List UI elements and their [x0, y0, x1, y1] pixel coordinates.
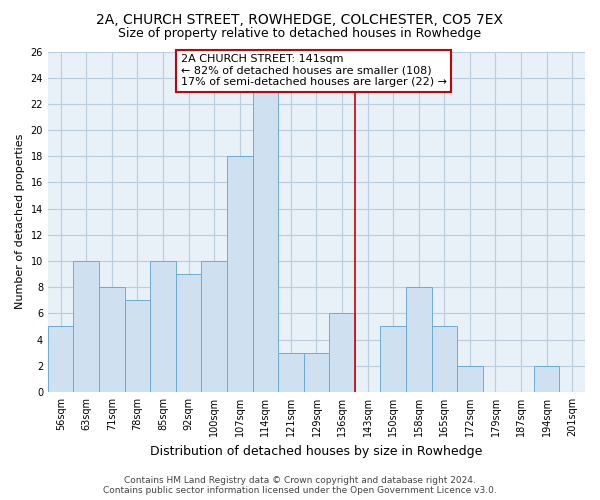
Bar [278, 352, 304, 392]
Bar [534, 366, 559, 392]
Text: 2A CHURCH STREET: 141sqm
← 82% of detached houses are smaller (108)
17% of semi-: 2A CHURCH STREET: 141sqm ← 82% of detach… [181, 54, 447, 88]
Bar [457, 366, 482, 392]
Bar [431, 326, 457, 392]
Text: 2A, CHURCH STREET, ROWHEDGE, COLCHESTER, CO5 7EX: 2A, CHURCH STREET, ROWHEDGE, COLCHESTER,… [97, 12, 503, 26]
Bar [380, 326, 406, 392]
Bar [73, 261, 99, 392]
Bar [329, 314, 355, 392]
Bar [253, 91, 278, 392]
Bar [48, 326, 73, 392]
Y-axis label: Number of detached properties: Number of detached properties [15, 134, 25, 310]
X-axis label: Distribution of detached houses by size in Rowhedge: Distribution of detached houses by size … [150, 444, 482, 458]
Bar [406, 287, 431, 392]
Bar [99, 287, 125, 392]
Bar [227, 156, 253, 392]
Bar [150, 261, 176, 392]
Text: Contains HM Land Registry data © Crown copyright and database right 2024.
Contai: Contains HM Land Registry data © Crown c… [103, 476, 497, 495]
Bar [176, 274, 202, 392]
Text: Size of property relative to detached houses in Rowhedge: Size of property relative to detached ho… [118, 28, 482, 40]
Bar [125, 300, 150, 392]
Bar [202, 261, 227, 392]
Bar [304, 352, 329, 392]
